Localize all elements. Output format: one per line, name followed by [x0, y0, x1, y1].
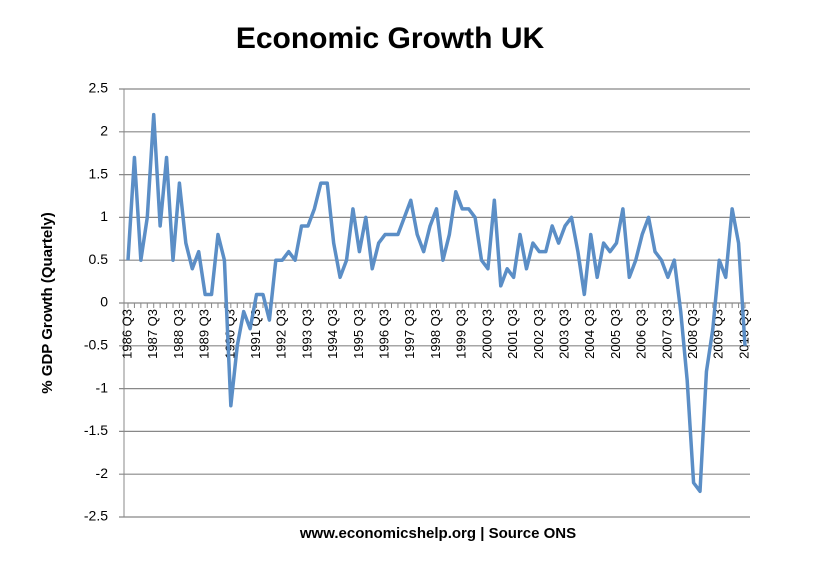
y-axis-label: % GDP Growth (Quartely) [39, 212, 56, 393]
source: www.economicshelp.org | Source ONS [299, 525, 576, 542]
y-tick-label: -2 [96, 465, 109, 481]
x-tick-label: 2005 Q3 [608, 309, 623, 359]
x-tick-label: 2008 Q3 [685, 309, 700, 359]
x-tick-label: 2001 Q3 [505, 309, 520, 359]
data-line [126, 112, 747, 494]
y-tick-label: -1 [96, 379, 109, 395]
y-tick-label: 1.5 [89, 165, 109, 181]
x-tick-label: 2003 Q3 [556, 309, 571, 359]
y-tick-label: -2.5 [84, 508, 108, 524]
x-tick-label: 1997 Q3 [402, 309, 417, 359]
x-tick-label: 1987 Q3 [145, 309, 160, 359]
x-tick-label: 2006 Q3 [634, 309, 649, 359]
y-tick-label: 2 [100, 123, 108, 139]
x-tick-label: 1996 Q3 [377, 309, 392, 359]
y-tick-label: 1 [100, 208, 108, 224]
x-tick-label: 1988 Q3 [171, 309, 186, 359]
x-tick-label: 1986 Q3 [119, 309, 134, 359]
y-tick-label: -1.5 [84, 422, 108, 438]
y-tick-label: 2.5 [89, 80, 109, 96]
x-tick-label: 2002 Q3 [531, 309, 546, 359]
x-tick-label: 1989 Q3 [197, 309, 212, 359]
x-tick-label: 1995 Q3 [351, 309, 366, 359]
x-tick-label: 2004 Q3 [582, 309, 597, 359]
x-tick-label: 1998 Q3 [428, 309, 443, 359]
x-tick-label: 1994 Q3 [325, 309, 340, 359]
chart-title: Economic Growth UK [236, 22, 545, 55]
y-tick-label: 0 [100, 294, 108, 310]
x-tick-label: 1993 Q3 [299, 309, 314, 359]
x-tick-label: 1999 Q3 [454, 309, 469, 359]
y-tick-label: 0.5 [89, 251, 109, 267]
x-tick-label: 1991 Q3 [248, 309, 263, 359]
y-tick-label: -0.5 [84, 337, 108, 353]
x-tick-label: 2007 Q3 [659, 309, 674, 359]
x-tick-label: 2000 Q3 [479, 309, 494, 359]
x-tick-label: 1992 Q3 [274, 309, 289, 359]
